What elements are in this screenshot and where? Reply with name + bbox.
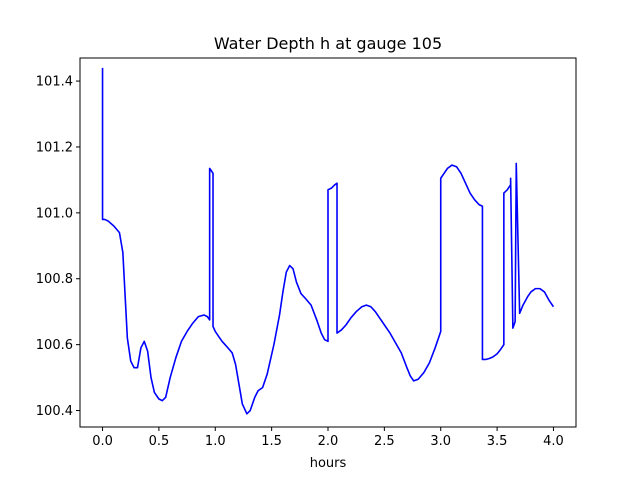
plot-area bbox=[79, 57, 577, 428]
chart-title: Water Depth h at gauge 105 bbox=[214, 34, 442, 53]
x-tick-label: 1.0 bbox=[205, 434, 226, 449]
x-axis-label: hours bbox=[310, 456, 347, 471]
y-tick-label: 100.4 bbox=[36, 404, 73, 419]
x-tick-label: 1.5 bbox=[261, 434, 282, 449]
x-axis: 0.0 0.5 1.0 1.5 2.0 2.5 3.0 3.5 4.0 bbox=[92, 427, 564, 449]
y-tick-label: 101.4 bbox=[36, 75, 73, 90]
x-tick-label: 4.0 bbox=[543, 434, 564, 449]
y-tick-label: 101.0 bbox=[36, 206, 73, 221]
y-tick-label: 100.8 bbox=[36, 272, 73, 287]
x-tick-label: 2.5 bbox=[374, 434, 395, 449]
y-tick-label: 101.2 bbox=[36, 140, 73, 155]
series-line-0 bbox=[101, 67, 555, 415]
y-axis: 100.4 100.6 100.8 101.0 101.2 101.4 bbox=[36, 75, 80, 419]
x-tick-label: 3.0 bbox=[430, 434, 451, 449]
x-tick-label: 0.0 bbox=[92, 434, 113, 449]
x-tick-label: 0.5 bbox=[149, 434, 170, 449]
y-tick-label: 100.6 bbox=[36, 338, 73, 353]
x-tick-label: 2.0 bbox=[318, 434, 339, 449]
x-tick-label: 3.5 bbox=[487, 434, 508, 449]
